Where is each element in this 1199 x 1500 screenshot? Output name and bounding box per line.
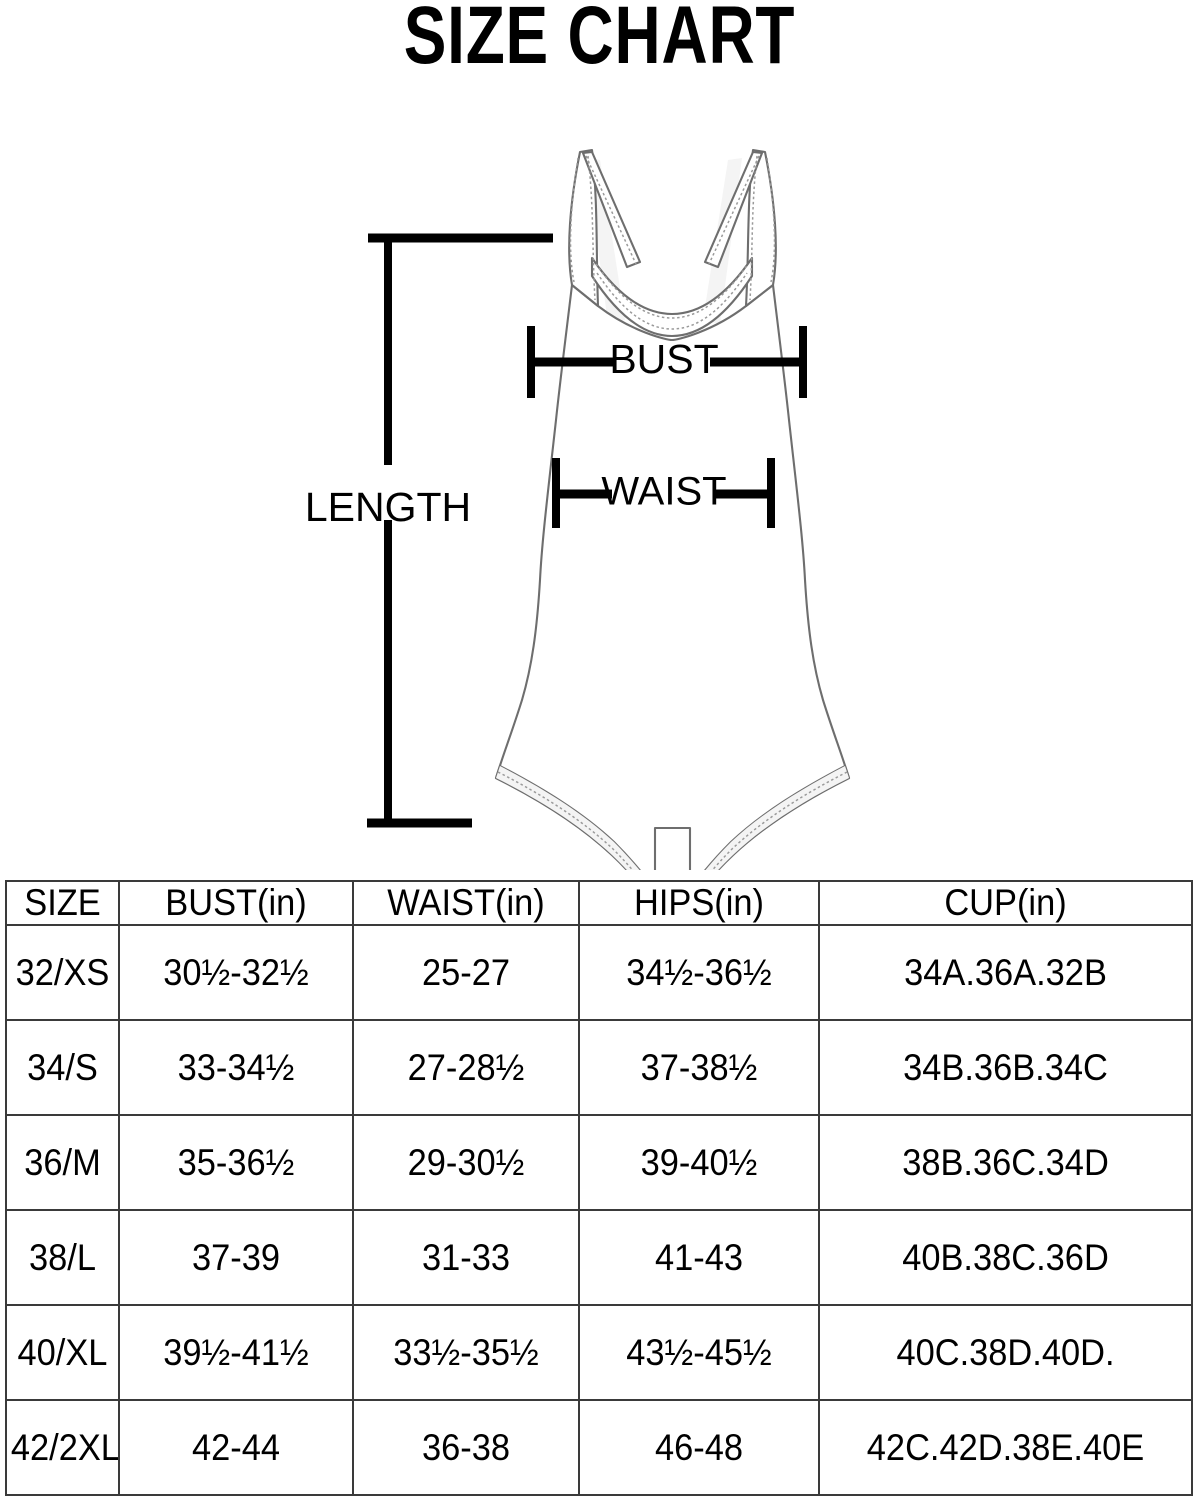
column-header-cup: CUP(in) [818, 880, 1193, 926]
column-header-hips: HIPS(in) [578, 880, 820, 926]
cell-size: 36/M [5, 1114, 120, 1211]
length-measurement: LENGTH [305, 233, 553, 828]
cell-waist: 25-27 [352, 924, 580, 1021]
table-row: 40/XL 39½-41½ 33½-35½ 43½-45½ 40C.38D.40… [5, 1304, 1193, 1401]
cell-waist: 29-30½ [352, 1114, 580, 1211]
cell-bust: 33-34½ [118, 1019, 354, 1116]
cell-waist: 27-28½ [352, 1019, 580, 1116]
table-row: 34/S 33-34½ 27-28½ 37-38½ 34B.36B.34C [5, 1019, 1193, 1116]
bust-label: BUST [609, 336, 718, 382]
table-row: 32/XS 30½-32½ 25-27 34½-36½ 34A.36A.32B [5, 924, 1193, 1021]
table-row: 42/2XL 42-44 36-38 46-48 42C.42D.38E.40E [5, 1399, 1193, 1496]
swimsuit-illustration: LENGTH BUST WAIST [0, 110, 1199, 870]
cell-hips: 46-48 [578, 1399, 820, 1496]
column-header-size: SIZE [5, 880, 120, 926]
cell-bust: 30½-32½ [118, 924, 354, 1021]
cell-size: 42/2XL [5, 1399, 120, 1496]
cell-waist: 36-38 [352, 1399, 580, 1496]
cell-size: 38/L [5, 1209, 120, 1306]
garment-body [494, 283, 851, 870]
cell-bust: 42-44 [118, 1399, 354, 1496]
waist-label: WAIST [601, 470, 726, 514]
garment-drawing [494, 148, 851, 870]
table-row: 36/M 35-36½ 29-30½ 39-40½ 38B.36C.34D [5, 1114, 1193, 1211]
cell-size: 40/XL [5, 1304, 120, 1401]
cell-hips: 41-43 [578, 1209, 820, 1306]
cell-hips: 34½-36½ [578, 924, 820, 1021]
size-chart-table: SIZE BUST(in) WAIST(in) HIPS(in) CUP(in)… [5, 880, 1193, 1496]
cell-cup: 40C.38D.40D. [818, 1304, 1193, 1401]
cell-cup: 34B.36B.34C [818, 1019, 1193, 1116]
cell-size: 34/S [5, 1019, 120, 1116]
cell-hips: 39-40½ [578, 1114, 820, 1211]
cell-cup: 38B.36C.34D [818, 1114, 1193, 1211]
neckline-binding [590, 256, 754, 338]
cell-waist: 33½-35½ [352, 1304, 580, 1401]
column-header-bust: BUST(in) [118, 880, 354, 926]
cell-cup: 34A.36A.32B [818, 924, 1193, 1021]
cell-bust: 37-39 [118, 1209, 354, 1306]
cell-hips: 37-38½ [578, 1019, 820, 1116]
cell-hips: 43½-45½ [578, 1304, 820, 1401]
length-label: LENGTH [305, 484, 471, 530]
table-header-row: SIZE BUST(in) WAIST(in) HIPS(in) CUP(in) [5, 880, 1193, 926]
table-row: 38/L 37-39 31-33 41-43 40B.38C.36D [5, 1209, 1193, 1306]
cell-cup: 40B.38C.36D [818, 1209, 1193, 1306]
bust-measurement: BUST [527, 326, 807, 398]
page-title: SIZE CHART [403, 0, 796, 81]
cell-cup: 42C.42D.38E.40E [818, 1399, 1193, 1496]
cell-size: 32/XS [5, 924, 120, 1021]
waist-measurement: WAIST [552, 458, 775, 528]
column-header-waist: WAIST(in) [352, 880, 580, 926]
cell-bust: 35-36½ [118, 1114, 354, 1211]
cell-bust: 39½-41½ [118, 1304, 354, 1401]
cell-waist: 31-33 [352, 1209, 580, 1306]
